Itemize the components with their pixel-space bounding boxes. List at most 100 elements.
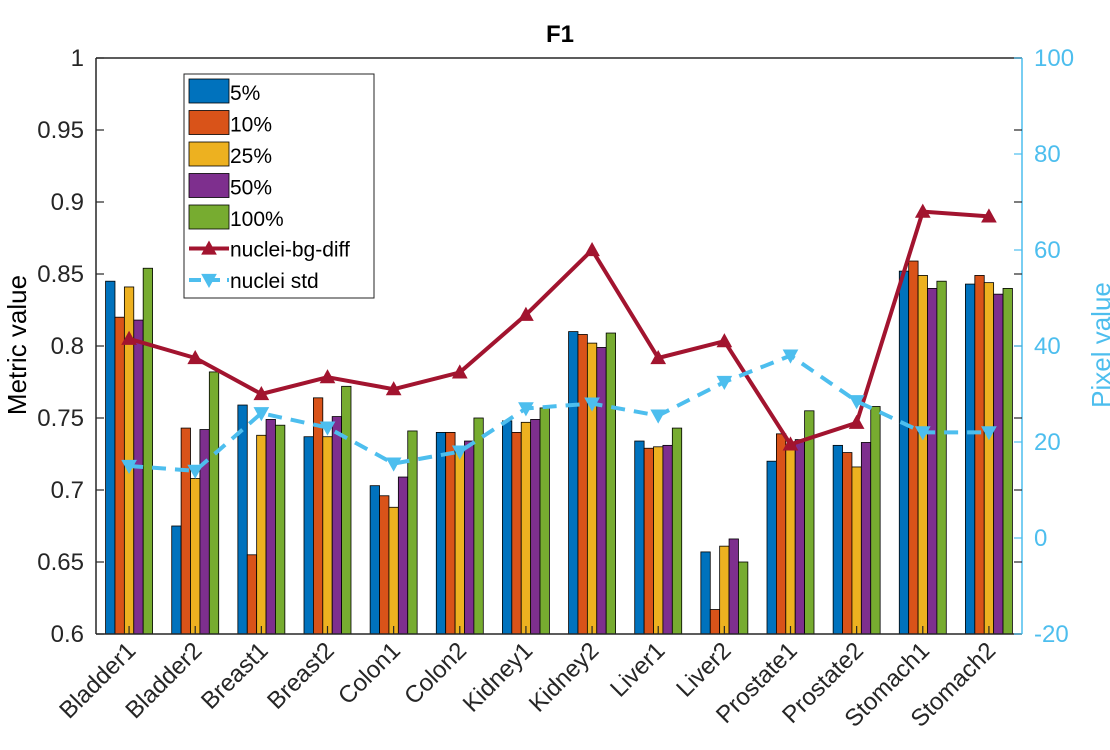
bar-25%-Liver2 xyxy=(719,545,730,635)
bar-25%-Kidney2 xyxy=(586,342,598,635)
bar-5%-Colon1 xyxy=(369,485,380,635)
bar-10%-Colon2 xyxy=(445,431,456,635)
bar-50%-Colon1 xyxy=(397,476,409,635)
y-right-tick-label: -20 xyxy=(1034,621,1069,648)
marker-nuclei std-Prostate1 xyxy=(782,349,799,364)
marker-nuclei-bg-diff-Prostate2 xyxy=(848,414,865,429)
marker-nuclei std-Breast2 xyxy=(319,421,336,436)
y-tick-label: 0.75 xyxy=(37,405,84,432)
bar-25%-Prostate1 xyxy=(785,446,796,635)
bar-50%-Stomach2 xyxy=(993,293,1004,635)
bar-5%-Prostate2 xyxy=(832,444,843,635)
y-axis-label: Metric value xyxy=(2,275,32,415)
bar-100%-Breast2 xyxy=(341,385,352,635)
y-tick-label: 0.8 xyxy=(51,333,84,360)
y-tick-label: 0.7 xyxy=(51,477,84,504)
marker-nuclei std-Stomach2 xyxy=(981,426,997,441)
marker-nuclei-bg-diff-Bladder2 xyxy=(187,349,204,365)
bar-50%-Breast1 xyxy=(265,419,276,635)
bar-25%-Bladder2 xyxy=(190,478,201,635)
y-right-tick-label: 60 xyxy=(1034,237,1061,264)
bar-50%-Breast2 xyxy=(331,416,343,635)
bar-100%-Liver2 xyxy=(738,561,749,635)
bar-50%-Kidney2 xyxy=(596,347,607,635)
bars xyxy=(105,260,1013,635)
marker-nuclei std-Breast1 xyxy=(253,407,270,422)
bar-10%-Liver1 xyxy=(643,447,654,635)
marker-nuclei std-Bladder1 xyxy=(121,459,137,475)
legend-swatch-5% xyxy=(188,78,230,104)
bar-100%-Stomach1 xyxy=(936,280,947,635)
bar-100%-Kidney1 xyxy=(539,407,550,635)
bar-25%-Breast1 xyxy=(256,434,267,635)
bar-50%-Bladder1 xyxy=(133,319,144,635)
bar-25%-Liver1 xyxy=(653,446,664,635)
legend: 5% 10% 25% 50% 100% nuclei-bg-diff nuclei std xyxy=(183,73,375,299)
marker-nuclei std-Liver1 xyxy=(650,409,667,424)
bar-50%-Prostate1 xyxy=(794,439,806,635)
marker-nuclei std-Prostate2 xyxy=(848,395,865,410)
marker-nuclei std-Stomach1 xyxy=(914,426,931,441)
marker-nuclei-bg-diff-Colon2 xyxy=(451,364,468,379)
marker-nuclei std-Kidney2 xyxy=(584,397,600,412)
bar-5%-Liver1 xyxy=(634,440,645,635)
bar-25%-Stomach2 xyxy=(983,282,995,635)
line-nuclei-bg-diff xyxy=(128,209,990,447)
bar-5%-Breast2 xyxy=(303,436,314,635)
bar-5%-Breast1 xyxy=(237,404,248,635)
y-axis-right-label: Pixel value xyxy=(1086,282,1110,408)
bar-50%-Kidney1 xyxy=(530,419,541,635)
legend-label: 10% xyxy=(230,114,272,137)
bar-10%-Prostate1 xyxy=(776,433,787,635)
legend-marker-nuclei-bg-diff xyxy=(201,240,217,255)
bar-10%-Stomach2 xyxy=(974,275,985,635)
marker-nuclei-bg-diff-Breast1 xyxy=(253,385,270,401)
line-nuclei std xyxy=(128,353,989,473)
lines xyxy=(121,203,997,479)
marker-nuclei-bg-diff-Stomach1 xyxy=(914,203,931,218)
y-tick-label: 0.9 xyxy=(51,189,84,216)
bar-50%-Colon2 xyxy=(464,440,475,635)
marker-nuclei std-Liver2 xyxy=(716,375,733,391)
legend-swatch-10% xyxy=(188,110,230,135)
y-tick-label: 0.95 xyxy=(37,117,84,144)
bar-5%-Stomach1 xyxy=(898,270,910,635)
bar-10%-Kidney2 xyxy=(577,334,588,635)
marker-nuclei-bg-diff-Bladder1 xyxy=(121,330,137,345)
bar-25%-Colon2 xyxy=(454,447,465,635)
y-tick-label: 0.6 xyxy=(51,621,84,648)
y-right-tick-label: 20 xyxy=(1034,429,1061,456)
bar-10%-Kidney1 xyxy=(511,431,522,635)
bar-10%-Liver2 xyxy=(709,609,721,635)
bar-25%-Breast2 xyxy=(322,436,333,635)
bar-25%-Kidney1 xyxy=(520,421,532,635)
y-right-tick-label: 80 xyxy=(1034,141,1061,168)
marker-nuclei-bg-diff-Kidney1 xyxy=(518,306,534,321)
bar-5%-Kidney1 xyxy=(502,420,513,635)
legend-swatch-50% xyxy=(188,173,230,198)
bar-100%-Prostate2 xyxy=(870,406,881,635)
legend-label: nuclei-bg-diff xyxy=(230,239,350,262)
marker-nuclei std-Kidney1 xyxy=(518,402,534,417)
marker-nuclei-bg-diff-Stomach2 xyxy=(981,208,997,223)
bar-50%-Stomach1 xyxy=(927,287,938,635)
bar-100%-Colon2 xyxy=(473,417,484,635)
bar-10%-Breast1 xyxy=(246,554,258,635)
marker-nuclei-bg-diff-Colon1 xyxy=(385,381,402,396)
bar-100%-Prostate1 xyxy=(804,410,815,635)
legend-label: 25% xyxy=(230,145,272,168)
marker-nuclei std-Colon2 xyxy=(451,445,468,460)
marker-nuclei-bg-diff-Kidney2 xyxy=(584,241,600,257)
bar-100%-Liver1 xyxy=(671,427,683,635)
legend-label: 100% xyxy=(230,208,284,231)
legend-swatch-100% xyxy=(188,204,230,230)
marker-nuclei-bg-diff-Liver2 xyxy=(716,333,733,348)
bar-5%-Colon2 xyxy=(435,431,447,635)
bar-10%-Breast2 xyxy=(312,397,324,635)
marker-nuclei std-Bladder2 xyxy=(187,464,204,479)
chart-title: F1 xyxy=(546,21,574,48)
y-tick-label: 1 xyxy=(71,45,84,72)
bar-100%-Bladder1 xyxy=(142,267,153,635)
bar-5%-Liver2 xyxy=(700,551,711,635)
